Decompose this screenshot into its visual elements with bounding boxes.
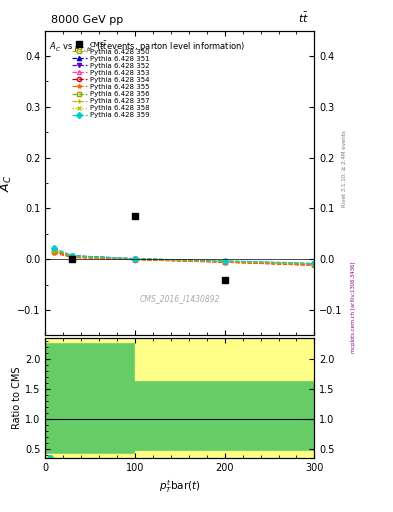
Text: $t\bar{t}$: $t\bar{t}$	[298, 10, 309, 25]
Y-axis label: $A_C$: $A_C$	[0, 175, 14, 191]
Text: CMS_2016_I1430892: CMS_2016_I1430892	[140, 294, 220, 303]
Text: $A_C$ vs $p_{T,t\bar{t}}$  ($t\bar{t}$events, parton level information): $A_C$ vs $p_{T,t\bar{t}}$ ($t\bar{t}$eve…	[49, 40, 246, 54]
Text: Rivet 3.1.10, ≥ 2.4M events: Rivet 3.1.10, ≥ 2.4M events	[342, 131, 346, 207]
Y-axis label: Ratio to CMS: Ratio to CMS	[12, 367, 22, 430]
Text: 8000 GeV pp: 8000 GeV pp	[51, 15, 123, 25]
Legend: CMS, Pythia 6.428 350, Pythia 6.428 351, Pythia 6.428 352, Pythia 6.428 353, Pyt: CMS, Pythia 6.428 350, Pythia 6.428 351,…	[70, 40, 151, 119]
Text: mcplots.cern.ch [arXiv:1306.3436]: mcplots.cern.ch [arXiv:1306.3436]	[351, 262, 356, 353]
X-axis label: $p_T^{t}\mathrm{bar}(t)$: $p_T^{t}\mathrm{bar}(t)$	[159, 479, 201, 496]
